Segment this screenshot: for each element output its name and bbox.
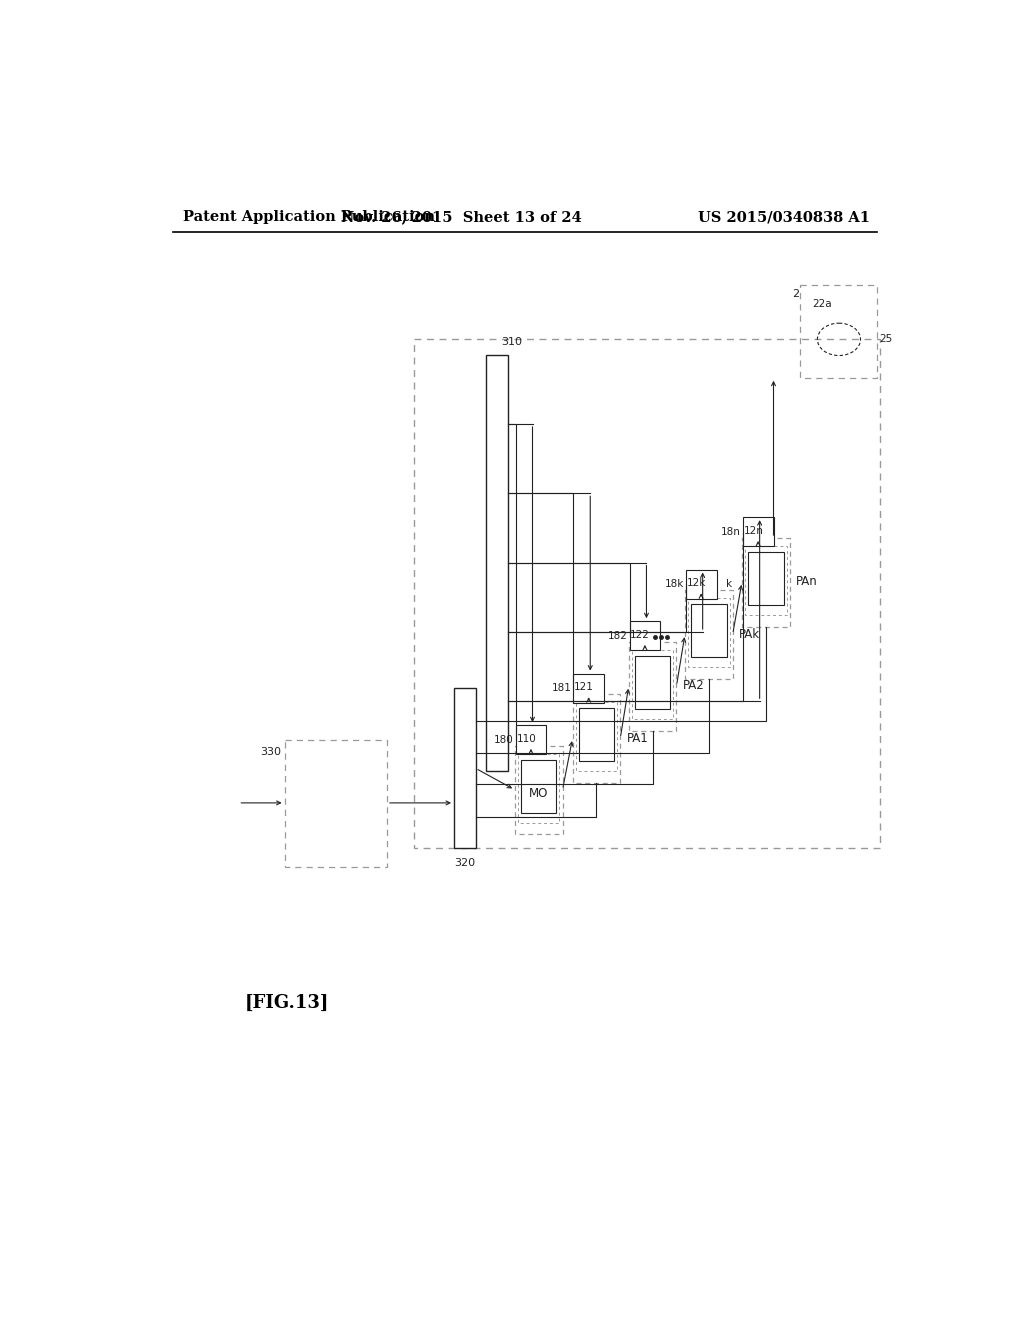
Text: 122: 122 (631, 630, 650, 640)
Text: 18n: 18n (721, 527, 741, 537)
Bar (572, 694, 621, 783)
Bar (515, 746, 562, 834)
Bar (486, 355, 508, 771)
Bar (285, 739, 387, 867)
Text: 12k: 12k (686, 578, 706, 589)
Bar (801, 285, 878, 378)
Text: US 2015/0340838 A1: US 2015/0340838 A1 (697, 210, 869, 224)
Text: 182: 182 (608, 631, 628, 640)
Bar (629, 642, 677, 730)
Text: PAk: PAk (739, 628, 760, 640)
Text: Patent Application Publication: Patent Application Publication (183, 210, 435, 224)
Text: PA1: PA1 (627, 731, 648, 744)
Text: 22a: 22a (812, 300, 831, 309)
Bar (749, 552, 783, 605)
Bar (686, 570, 717, 599)
Bar (518, 754, 559, 822)
Bar (685, 590, 733, 678)
Text: 18k: 18k (665, 579, 684, 589)
Bar (742, 539, 790, 627)
Text: [FIG.13]: [FIG.13] (245, 994, 329, 1012)
Bar (742, 517, 773, 546)
Bar (632, 649, 674, 719)
Text: Nov. 26, 2015  Sheet 13 of 24: Nov. 26, 2015 Sheet 13 of 24 (341, 210, 582, 224)
Bar (515, 725, 547, 755)
Bar (521, 760, 556, 813)
Bar (630, 622, 660, 651)
Text: 25: 25 (879, 334, 892, 345)
Text: 121: 121 (574, 682, 594, 692)
Text: 110: 110 (516, 734, 537, 743)
Bar (635, 656, 671, 709)
Bar (575, 702, 617, 771)
Text: MO: MO (529, 787, 548, 800)
Text: 180: 180 (495, 735, 514, 744)
Bar (573, 673, 604, 702)
Text: 330: 330 (260, 747, 281, 758)
Bar (414, 339, 880, 847)
Bar (745, 545, 786, 615)
Text: 2: 2 (792, 289, 799, 300)
Text: k: k (726, 579, 732, 589)
Bar (691, 605, 727, 657)
Text: 12n: 12n (743, 525, 763, 536)
Bar (454, 688, 475, 849)
Bar (579, 708, 614, 762)
Bar (688, 598, 730, 668)
Text: 181: 181 (552, 684, 571, 693)
Text: PAn: PAn (796, 576, 817, 589)
Text: PA2: PA2 (683, 680, 705, 693)
Text: 320: 320 (455, 858, 475, 867)
Text: 310: 310 (501, 337, 522, 347)
